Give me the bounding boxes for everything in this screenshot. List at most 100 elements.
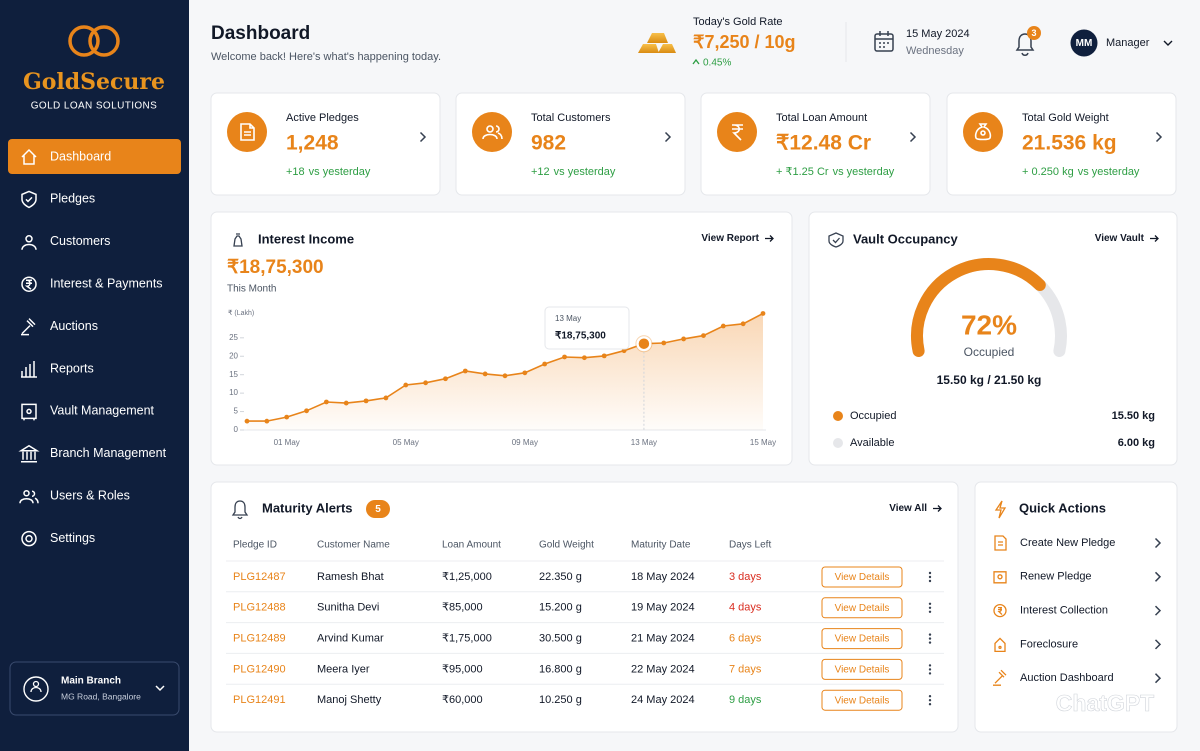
table-cell: 22 May 2024: [631, 663, 695, 675]
menu-dot[interactable]: [928, 699, 932, 702]
nav-label[interactable]: Interest & Payments: [50, 276, 163, 290]
stat-card-bg[interactable]: [700, 92, 931, 196]
button-outline[interactable]: [821, 597, 903, 619]
button-outline[interactable]: [821, 566, 903, 588]
row-menu[interactable]: [928, 695, 932, 706]
quick-action[interactable]: Foreclosure: [994, 637, 1162, 653]
bell-icon[interactable]: [1015, 33, 1035, 56]
quick-action-label[interactable]: Auction Dashboard: [1020, 672, 1114, 684]
nav-active-bg[interactable]: [8, 139, 181, 174]
nav-label[interactable]: Dashboard: [50, 149, 111, 163]
quick-action-label[interactable]: Interest Collection: [1020, 605, 1108, 617]
nav-item[interactable]: Users & Roles: [19, 488, 130, 504]
quick-action-label[interactable]: Foreclosure: [1020, 638, 1078, 650]
view-details-button[interactable]: View Details: [821, 628, 903, 650]
view-details-button[interactable]: View Details: [821, 597, 903, 619]
nav-item[interactable]: Branch Management: [18, 444, 167, 463]
notifications[interactable]: 3: [1015, 26, 1041, 56]
menu-dot[interactable]: [928, 703, 932, 706]
stat-card[interactable]: Total Gold Weight 21.536 kg + 0.250 kg vs y…: [946, 92, 1177, 196]
gold-rate-label: Today's Gold Rate: [693, 16, 783, 28]
menu-dot[interactable]: [928, 575, 932, 579]
x-tick-label: 05 May: [393, 438, 419, 447]
nav-label[interactable]: Settings: [50, 531, 95, 545]
menu-dot[interactable]: [928, 579, 932, 583]
quick-action-label[interactable]: Create New Pledge: [1020, 537, 1115, 549]
table-cell: 15.200 g: [539, 602, 582, 614]
stat-card[interactable]: Active Pledges 1,248 +18 vs yesterday: [210, 92, 441, 196]
quick-action[interactable]: Auction Dashboard: [993, 669, 1162, 686]
view-report-text[interactable]: View Report: [701, 233, 759, 244]
row-menu[interactable]: [928, 602, 932, 613]
button-label[interactable]: View Details: [835, 634, 890, 645]
table-cell: 21 May 2024: [631, 633, 695, 645]
nav-label[interactable]: Pledges: [50, 192, 95, 206]
button-label[interactable]: View Details: [835, 572, 890, 583]
row-menu[interactable]: [928, 633, 932, 644]
nav-item[interactable]: Auctions: [21, 318, 98, 336]
view-details-button[interactable]: View Details: [821, 689, 903, 711]
menu-dot[interactable]: [928, 637, 932, 640]
view-report-link[interactable]: View Report: [701, 233, 774, 244]
view-vault-text[interactable]: View Vault: [1095, 233, 1145, 244]
stat-card-bg[interactable]: [455, 92, 686, 196]
nav-item[interactable]: Pledges: [21, 190, 95, 209]
quick-action[interactable]: Create New Pledge: [994, 535, 1162, 551]
quick-action-label[interactable]: Renew Pledge: [1020, 571, 1092, 583]
menu-dot[interactable]: [928, 641, 932, 644]
nav-label[interactable]: Customers: [50, 234, 110, 248]
nav-item[interactable]: Customers: [21, 234, 110, 250]
button-label[interactable]: View Details: [835, 665, 890, 676]
nav-item[interactable]: Dashboard: [8, 139, 181, 174]
stat-card[interactable]: Total Loan Amount ₹12.48 Cr + ₹1.25 Cr vs y…: [700, 92, 931, 196]
nav-label[interactable]: Auctions: [50, 319, 98, 333]
branch-box[interactable]: [9, 661, 180, 716]
button-outline[interactable]: [821, 628, 903, 650]
menu-dot[interactable]: [928, 695, 932, 698]
data-point: [443, 376, 448, 382]
quick-action[interactable]: Renew Pledge: [993, 571, 1162, 584]
nav-label[interactable]: Users & Roles: [50, 488, 130, 502]
nav-label[interactable]: Vault Management: [50, 404, 155, 418]
view-all-link[interactable]: View All: [889, 503, 942, 514]
menu-dot[interactable]: [928, 664, 932, 667]
menu-dot[interactable]: [928, 571, 932, 575]
menu-dot[interactable]: [928, 602, 932, 605]
nav-item[interactable]: Interest & Payments: [21, 276, 163, 292]
button-outline[interactable]: [821, 658, 903, 680]
view-vault-link[interactable]: View Vault: [1095, 233, 1159, 244]
nav-item[interactable]: Vault Management: [21, 403, 155, 421]
stat-card[interactable]: Total Customers 982 +12 vs yesterday: [455, 92, 686, 196]
gold-bars-icon: [638, 33, 676, 53]
menu-dot[interactable]: [928, 668, 932, 671]
nav-label[interactable]: Reports: [50, 361, 94, 375]
user-avatar[interactable]: [1070, 29, 1098, 57]
view-details-button[interactable]: View Details: [821, 566, 903, 588]
button-label[interactable]: View Details: [835, 695, 890, 706]
quick-actions-title: Quick Actions: [1019, 500, 1106, 515]
branch-switcher[interactable]: Main Branch MG Road, Bangalore: [9, 661, 180, 716]
view-details-button[interactable]: View Details: [821, 658, 903, 680]
table-cell: ₹1,25,000: [442, 571, 492, 583]
chevron: [419, 131, 427, 143]
row-menu[interactable]: [928, 571, 932, 583]
branch-avatar-icon: [30, 680, 42, 693]
stat-card-bg[interactable]: [946, 92, 1177, 196]
menu-dot[interactable]: [928, 633, 932, 636]
nav-item[interactable]: Settings: [21, 530, 95, 547]
menu-dot[interactable]: [928, 672, 932, 675]
menu-dot[interactable]: [928, 606, 932, 609]
gauge-caption: Occupied: [964, 345, 1015, 359]
view-all-text[interactable]: View All: [889, 503, 927, 514]
y-tick-label: 0: [234, 425, 239, 434]
stat-card-bg[interactable]: [210, 92, 441, 196]
nav-label[interactable]: Branch Management: [50, 446, 167, 460]
menu-dot[interactable]: [928, 610, 932, 613]
button-label[interactable]: View Details: [835, 603, 890, 614]
nav-item[interactable]: Reports: [21, 361, 94, 378]
button-outline[interactable]: [821, 689, 903, 711]
quick-action-icon: [994, 637, 1006, 653]
row-menu[interactable]: [928, 664, 932, 675]
user-menu[interactable]: MM Manager: [1070, 29, 1173, 57]
quick-action[interactable]: Interest Collection: [993, 603, 1162, 618]
